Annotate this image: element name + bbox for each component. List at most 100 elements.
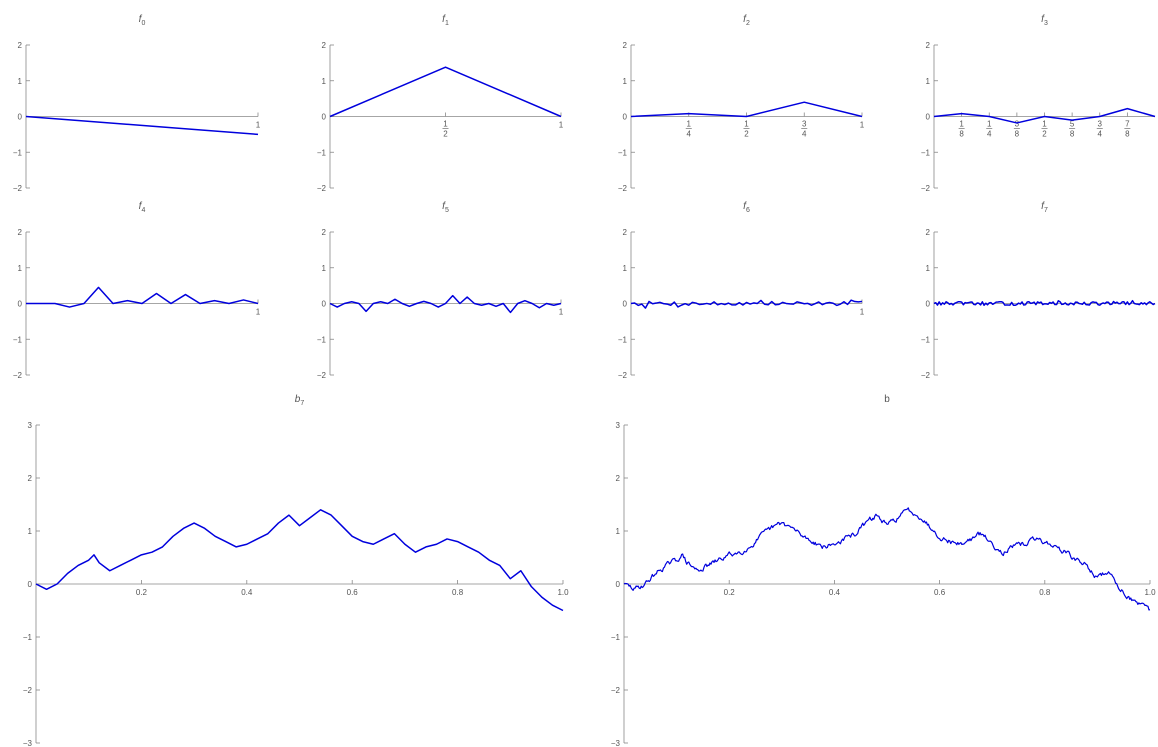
x-tick-label: 0.6 [347, 588, 359, 597]
y-tick-label: 1 [623, 264, 628, 273]
chart-title-subscript: 1 [445, 20, 449, 27]
x-tick-label-denominator: 4 [1098, 130, 1103, 139]
chart-title-subscript: 0 [141, 20, 145, 27]
y-tick-label: 0 [18, 300, 23, 309]
chart-title: f6 [743, 201, 750, 214]
y-tick-label: 2 [926, 41, 931, 50]
y-tick-label: 2 [616, 474, 621, 483]
chart-title: b7 [295, 394, 305, 407]
y-tick-label: −1 [317, 335, 327, 344]
y-tick-label: 1 [616, 527, 621, 536]
x-tick-label-numerator: 1 [443, 120, 448, 129]
x-tick-label-denominator: 8 [959, 130, 964, 139]
y-tick-label: 0 [623, 300, 628, 309]
x-tick-label-numerator: 3 [802, 120, 807, 129]
x-tick-label: 0.6 [934, 588, 946, 597]
x-tick-label-numerator: 1 [744, 120, 749, 129]
chart-title-subscript: 7 [300, 400, 304, 407]
chart-title: f0 [139, 14, 146, 27]
y-tick-label: 0 [322, 300, 327, 309]
x-tick-label-denominator: 8 [1015, 130, 1020, 139]
y-tick-label: −3 [611, 739, 621, 747]
y-tick-label: 3 [28, 421, 33, 430]
y-tick-label: 1 [926, 77, 931, 86]
y-tick-label: −2 [618, 184, 628, 193]
x-tick-label: 0.4 [241, 588, 253, 597]
y-tick-label: 0 [28, 580, 33, 589]
x-tick-label-numerator: 7 [1125, 120, 1130, 129]
y-tick-label: −2 [13, 371, 23, 380]
y-tick-label: −2 [611, 686, 621, 695]
chart-title-subscript: 3 [1044, 20, 1048, 27]
chart-title: b [884, 394, 890, 405]
x-tick-label: 1.0 [557, 588, 569, 597]
chart-f7: f7210−1−2 [921, 201, 1155, 380]
x-tick-label: 1.0 [1144, 588, 1156, 597]
y-tick-label: 1 [926, 264, 931, 273]
data-series-line [330, 296, 561, 313]
x-tick-label-denominator: 4 [687, 130, 692, 139]
y-tick-label: 2 [18, 41, 23, 50]
y-tick-label: 0 [623, 113, 628, 122]
chart-title-main: b [884, 394, 890, 405]
data-series-line [624, 508, 1150, 610]
chart-title: f5 [442, 201, 449, 214]
data-series-line [26, 117, 258, 135]
x-tick-label-numerator: 3 [1015, 120, 1020, 129]
y-tick-label: 0 [322, 113, 327, 122]
x-tick-label-denominator: 2 [443, 130, 448, 139]
chart-f5: f5210−1−21 [317, 201, 564, 380]
x-tick-label: 0.2 [724, 588, 736, 597]
y-tick-label: 2 [18, 228, 23, 237]
chart-f4: f4 2 1 0 −1 −2 1 [13, 201, 261, 380]
x-tick-label-numerator: 1 [687, 120, 692, 129]
y-tick-label: −2 [921, 371, 931, 380]
chart-title: f7 [1041, 201, 1048, 214]
y-tick-label: 2 [322, 41, 327, 50]
chart-b7: b7 3 2 1 0 −1 −2 −3 0.2 0.4 0.6 0.8 1.0 [23, 394, 569, 747]
chart-b: b 3 2 1 0 −1 −2 −3 0.2 0.4 0.6 0.8 1.0 [611, 394, 1156, 747]
x-tick-label: 1 [559, 121, 564, 130]
y-tick-label: −2 [317, 184, 327, 193]
y-tick-label: 2 [623, 41, 628, 50]
x-tick-label: 0.8 [1039, 588, 1051, 597]
y-tick-label: −1 [921, 148, 931, 157]
x-tick-label: 0.4 [829, 588, 841, 597]
y-tick-label: −1 [921, 335, 931, 344]
x-tick-label-numerator: 1 [959, 120, 964, 129]
y-tick-label: 3 [616, 421, 621, 430]
y-tick-label: 0 [926, 113, 931, 122]
y-tick-label: 1 [322, 77, 327, 86]
chart-title: f3 [1041, 14, 1048, 27]
y-tick-label: −2 [23, 686, 33, 695]
y-tick-label: −2 [13, 184, 23, 193]
y-tick-label: −1 [23, 633, 33, 642]
y-tick-label: −1 [13, 148, 23, 157]
x-tick-label-denominator: 8 [1070, 130, 1075, 139]
y-tick-label: 0 [616, 580, 621, 589]
data-series-line [330, 67, 561, 116]
x-tick-label: 1 [256, 121, 261, 130]
y-tick-label: 2 [623, 228, 628, 237]
chart-title-subscript: 5 [445, 207, 449, 214]
y-tick-label: −1 [618, 335, 628, 344]
y-tick-label: −2 [921, 184, 931, 193]
y-tick-label: 1 [18, 264, 23, 273]
y-tick-label: −3 [23, 739, 33, 747]
x-tick-label: 1 [860, 308, 865, 317]
y-tick-label: 0 [926, 300, 931, 309]
y-tick-label: −1 [618, 148, 628, 157]
chart-title: f1 [442, 14, 449, 27]
y-tick-label: 1 [18, 77, 23, 86]
x-tick-label: 0.8 [452, 588, 464, 597]
x-tick-label: 1 [256, 308, 261, 317]
chart-title-subscript: 6 [746, 207, 750, 214]
chart-title-subscript: 7 [1044, 207, 1048, 214]
y-tick-label: −1 [317, 148, 327, 157]
y-tick-label: −2 [317, 371, 327, 380]
y-tick-label: 1 [623, 77, 628, 86]
y-tick-label: 0 [18, 113, 23, 122]
x-tick-label-numerator: 3 [1098, 120, 1103, 129]
